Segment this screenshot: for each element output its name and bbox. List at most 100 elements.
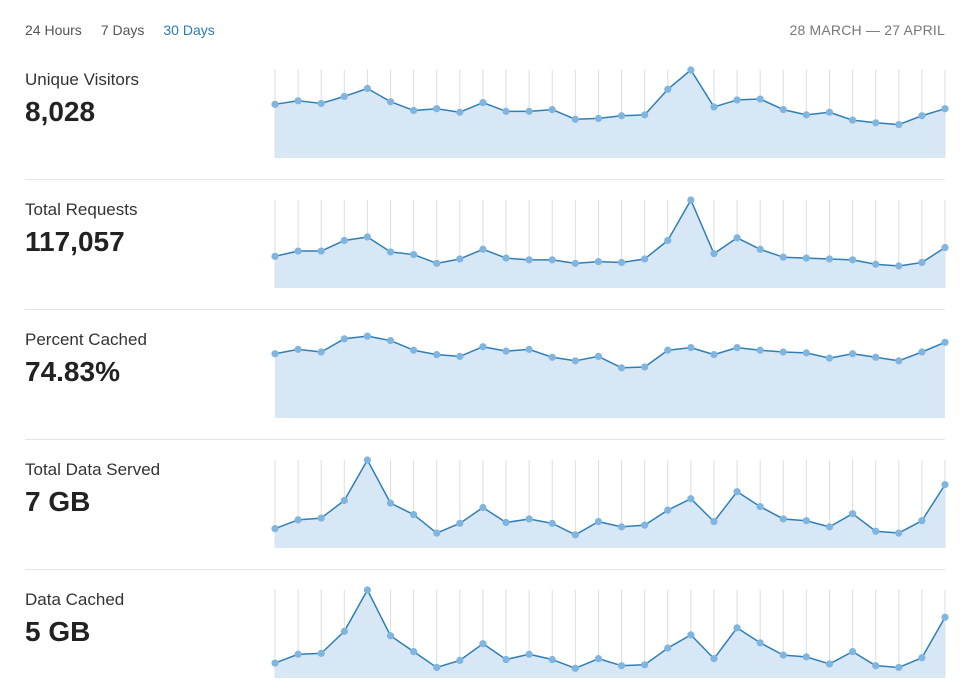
data-point[interactable] — [271, 350, 279, 358]
data-point[interactable] — [733, 234, 741, 242]
data-point[interactable] — [433, 529, 441, 537]
data-point[interactable] — [548, 519, 556, 527]
data-point[interactable] — [918, 112, 926, 120]
data-point[interactable] — [548, 655, 556, 664]
data-point[interactable] — [710, 351, 718, 359]
data-point[interactable] — [872, 527, 880, 535]
data-point[interactable] — [594, 518, 603, 526]
data-point[interactable] — [479, 245, 487, 253]
data-point[interactable] — [548, 256, 556, 264]
data-point[interactable] — [733, 624, 741, 632]
data-point[interactable] — [825, 523, 834, 531]
data-point[interactable] — [687, 344, 695, 352]
data-point[interactable] — [363, 586, 372, 594]
data-point[interactable] — [617, 364, 626, 372]
data-point[interactable] — [363, 456, 372, 464]
data-point[interactable] — [710, 655, 718, 663]
data-point[interactable] — [617, 112, 626, 120]
data-point[interactable] — [895, 357, 903, 365]
data-point[interactable] — [479, 503, 487, 512]
data-point[interactable] — [895, 529, 903, 537]
data-point[interactable] — [848, 116, 857, 124]
data-point[interactable] — [594, 352, 603, 360]
data-point[interactable] — [733, 344, 741, 352]
data-point[interactable] — [848, 510, 857, 518]
data-point[interactable] — [502, 254, 510, 262]
data-point[interactable] — [456, 519, 464, 527]
data-point[interactable] — [872, 260, 880, 268]
data-point[interactable] — [918, 258, 926, 267]
data-point[interactable] — [710, 103, 718, 111]
data-point[interactable] — [456, 255, 464, 263]
data-point[interactable] — [756, 346, 764, 354]
data-point[interactable] — [502, 655, 510, 664]
data-point[interactable] — [548, 353, 556, 361]
data-point[interactable] — [687, 631, 695, 639]
data-point[interactable] — [895, 120, 903, 129]
data-point[interactable] — [433, 105, 441, 113]
tab-24-hours[interactable]: 24 Hours — [25, 22, 82, 38]
data-point[interactable] — [294, 650, 302, 658]
data-point[interactable] — [756, 639, 764, 647]
data-point[interactable] — [825, 108, 834, 116]
data-point[interactable] — [802, 653, 810, 661]
data-point[interactable] — [664, 236, 672, 245]
data-point[interactable] — [872, 353, 880, 361]
data-point[interactable] — [363, 233, 372, 241]
data-point[interactable] — [848, 350, 857, 358]
data-point[interactable] — [294, 247, 302, 255]
data-point[interactable] — [802, 111, 810, 119]
data-point[interactable] — [479, 343, 487, 351]
data-point[interactable] — [410, 346, 418, 354]
data-point[interactable] — [271, 252, 279, 260]
data-point[interactable] — [641, 111, 649, 119]
data-point[interactable] — [664, 85, 672, 93]
data-point[interactable] — [317, 247, 325, 255]
data-point[interactable] — [294, 97, 302, 105]
data-point[interactable] — [756, 245, 764, 253]
data-point[interactable] — [502, 518, 510, 527]
data-point[interactable] — [664, 346, 672, 354]
data-point[interactable] — [664, 506, 672, 514]
data-point[interactable] — [340, 627, 348, 635]
data-point[interactable] — [525, 515, 533, 523]
data-point[interactable] — [802, 517, 810, 525]
data-point[interactable] — [664, 644, 672, 652]
data-point[interactable] — [525, 107, 533, 115]
data-point[interactable] — [825, 660, 834, 668]
data-point[interactable] — [756, 95, 764, 103]
data-point[interactable] — [733, 488, 741, 496]
data-point[interactable] — [848, 256, 857, 264]
data-point[interactable] — [502, 347, 510, 355]
data-point[interactable] — [456, 352, 464, 360]
data-point[interactable] — [410, 106, 418, 115]
data-point[interactable] — [317, 514, 325, 522]
data-point[interactable] — [571, 531, 579, 539]
data-point[interactable] — [872, 662, 880, 670]
data-point[interactable] — [479, 640, 487, 648]
data-point[interactable] — [779, 348, 787, 356]
data-point[interactable] — [271, 525, 279, 533]
data-point[interactable] — [641, 521, 649, 529]
data-point[interactable] — [410, 648, 418, 656]
data-point[interactable] — [941, 481, 949, 489]
data-point[interactable] — [340, 496, 348, 505]
data-point[interactable] — [918, 654, 926, 662]
data-point[interactable] — [918, 517, 926, 525]
data-point[interactable] — [571, 259, 579, 267]
data-point[interactable] — [825, 354, 834, 362]
data-point[interactable] — [479, 98, 487, 107]
data-point[interactable] — [594, 258, 603, 266]
data-point[interactable] — [363, 84, 372, 93]
data-point[interactable] — [710, 518, 718, 526]
data-point[interactable] — [386, 632, 395, 640]
data-point[interactable] — [340, 236, 348, 245]
data-point[interactable] — [525, 256, 533, 264]
data-point[interactable] — [641, 363, 649, 371]
data-point[interactable] — [386, 336, 395, 345]
data-point[interactable] — [617, 258, 626, 267]
data-point[interactable] — [779, 253, 787, 261]
data-point[interactable] — [895, 262, 903, 270]
data-point[interactable] — [502, 107, 510, 115]
data-point[interactable] — [571, 664, 579, 672]
